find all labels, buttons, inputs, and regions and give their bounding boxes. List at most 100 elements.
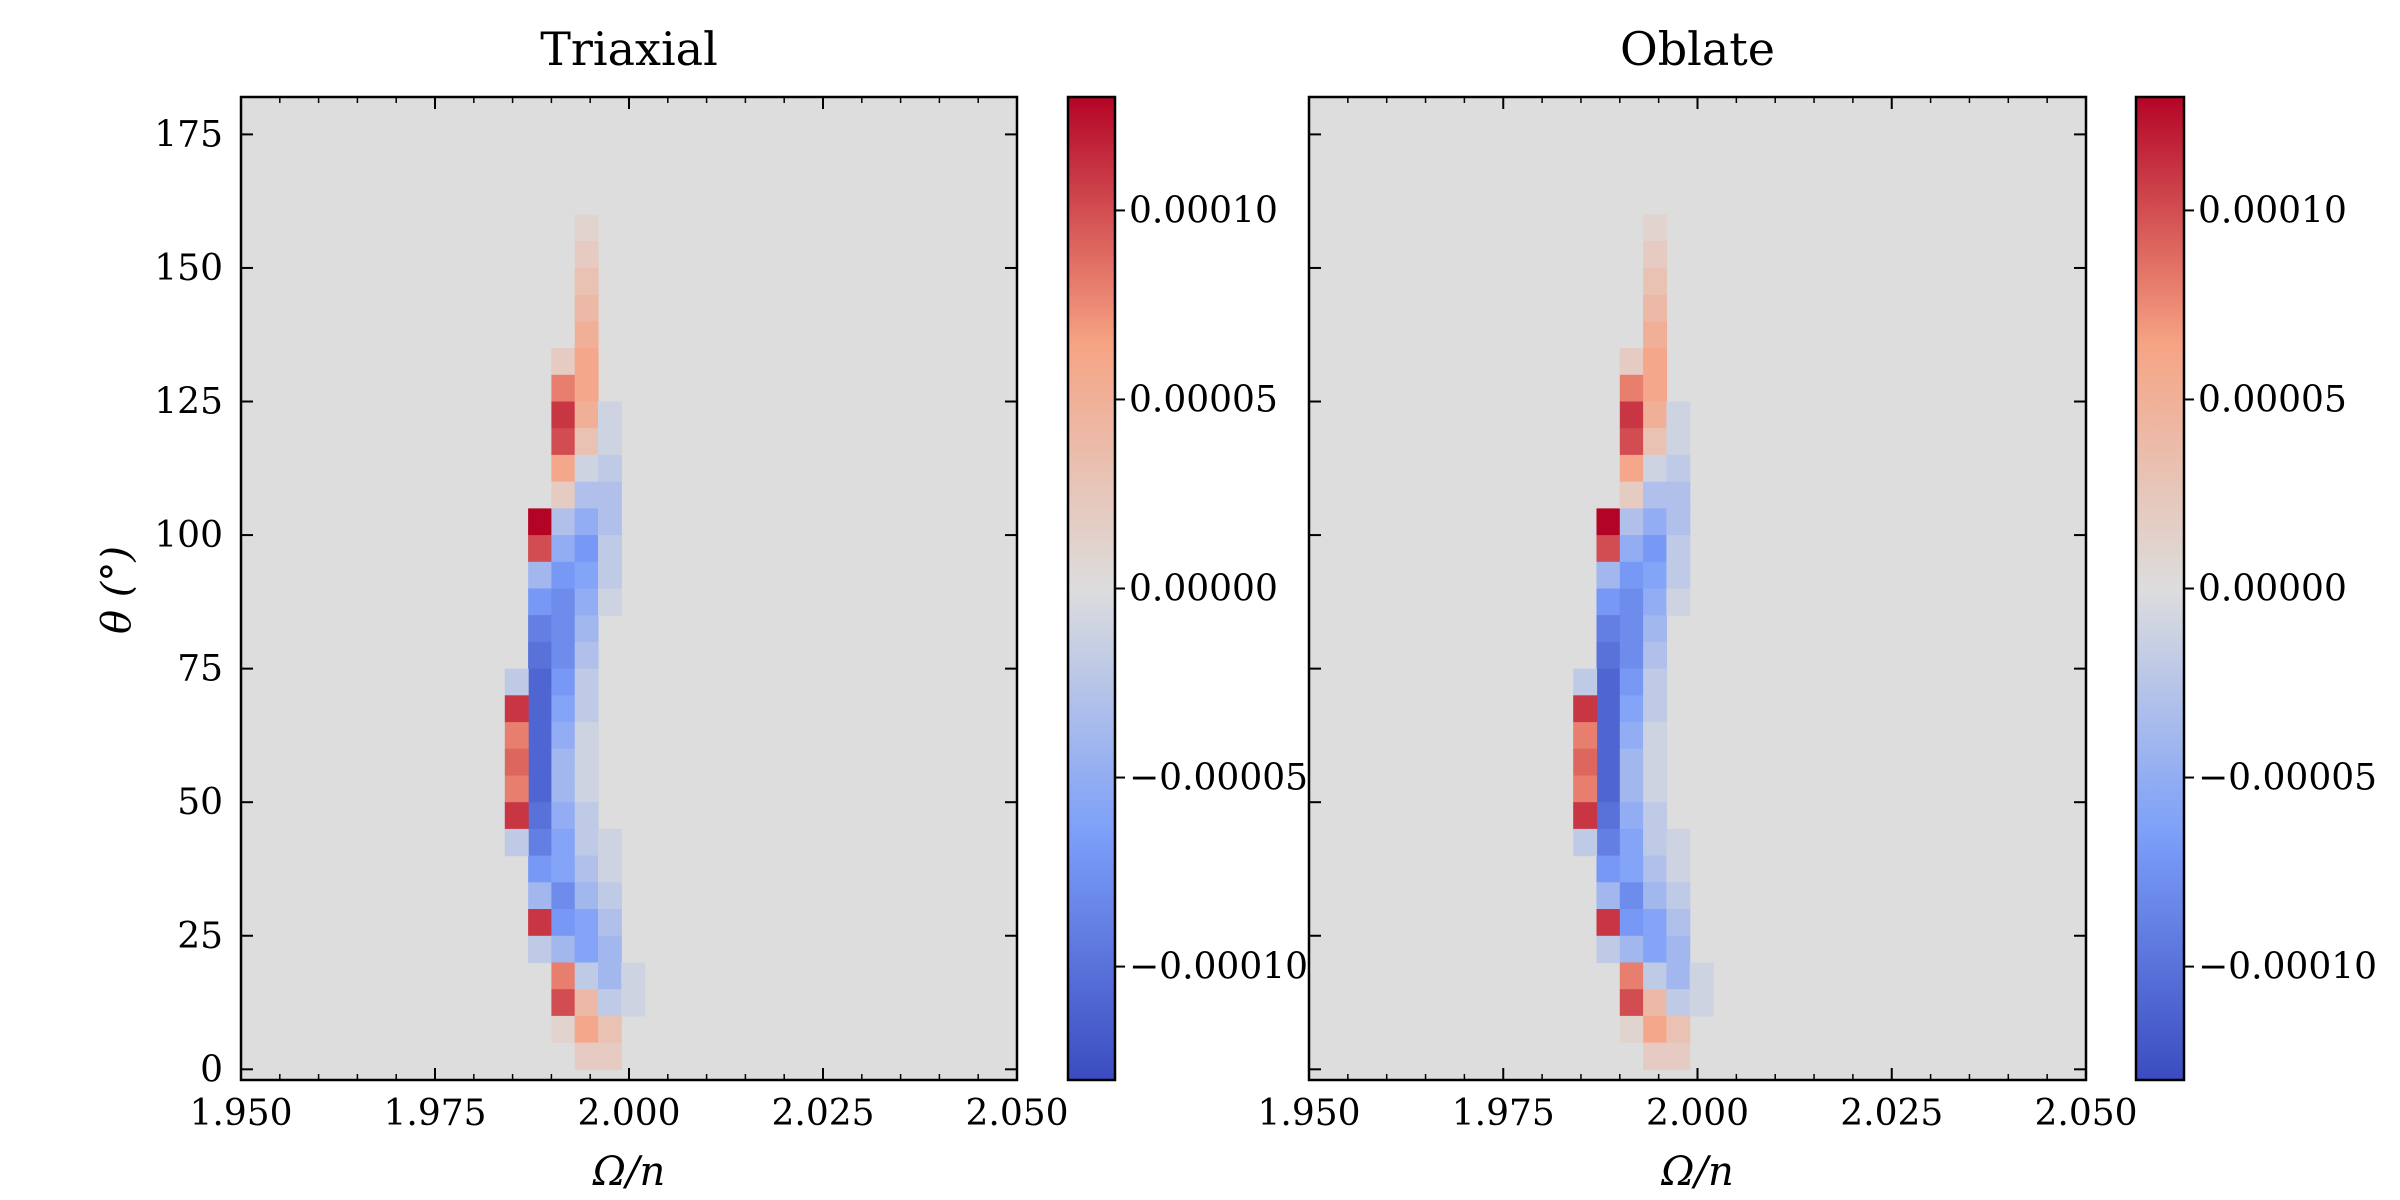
oblate-title: Oblate [1620,22,1775,76]
oblate-heatmap-cell [1619,748,1644,777]
triaxial-heatmap-cell [574,508,599,536]
triaxial-heatmap-cell [551,535,576,563]
oblate-heatmap-cell [1619,1015,1644,1044]
triaxial-heatmap-cell [574,214,599,242]
oblate-heatmap-cell [1666,535,1691,563]
triaxial-heatmap-cell [551,508,576,536]
oblate-heatmap-cell [1596,748,1621,777]
triaxial-heatmap-cell [574,374,599,403]
triaxial-heatmap-cell [528,909,552,937]
oblate-heatmap-cell [1619,615,1644,643]
triaxial-heatmap-cell [574,1015,599,1044]
oblate-heatmap-cell [1643,561,1667,590]
triaxial-heatmap-background [241,97,1017,1080]
triaxial-heatmap-cell [551,374,576,403]
oblate-heatmap-cell [1643,828,1667,857]
oblate-heatmap-cell [1619,909,1644,937]
oblate-x-tick-label: 2.025 [1840,1093,1943,1134]
oblate-heatmap-cell [1596,935,1621,964]
oblate-heatmap-cell [1573,695,1598,723]
oblate-heatmap-cell [1596,668,1621,696]
triaxial-heatmap-cell [551,855,576,883]
triaxial-colorbar-tick-label: 0.00010 [1129,190,1278,231]
oblate-heatmap-cell [1643,535,1667,563]
triaxial-heatmap-cell [551,428,576,456]
oblate-heatmap-cell [1643,909,1667,937]
oblate-heatmap-cell [1666,828,1691,857]
oblate-heatmap-cell [1619,668,1644,696]
oblate-heatmap-cell [1643,374,1667,403]
oblate-x-tick-label: 1.975 [1452,1093,1555,1134]
oblate-heatmap-cell [1596,615,1621,643]
triaxial-heatmap-cell [574,294,599,322]
triaxial-y-tick-label: 75 [177,649,223,690]
triaxial-colorbar [1066,95,1117,1082]
triaxial-heatmap-cell [598,428,622,456]
triaxial-heatmap-cell [504,775,529,803]
oblate-heatmap-cell [1643,748,1667,777]
oblate-heatmap-cell [1619,855,1644,883]
oblate-heatmap-cell [1666,1042,1691,1070]
oblate-panel: 1.950 1.975 2.000 2.025 2.050 Oblate Ω/n −0.000… [1257,22,2377,1195]
oblate-heatmap-cell [1643,268,1667,296]
triaxial-heatmap-cell [528,748,552,777]
triaxial-heatmap-cell [574,855,599,883]
oblate-heatmap-cell [1643,1015,1667,1044]
oblate-heatmap-cell [1643,641,1667,670]
triaxial-heatmap-cell [528,855,552,883]
triaxial-heatmap-cell [574,535,599,563]
oblate-heatmap-cell [1596,828,1621,857]
triaxial-heatmap-cell [574,962,599,990]
oblate-x-tick-label: 2.000 [1646,1093,1749,1134]
oblate-heatmap-cell [1643,428,1667,456]
triaxial-y-axis-label: θ (°) [94,546,140,634]
triaxial-heatmap-cell [574,668,599,696]
oblate-heatmap-cell [1643,855,1667,883]
oblate-heatmap-cell [1619,775,1644,803]
triaxial-x-tick-label: 1.975 [383,1093,486,1134]
oblate-heatmap-cell [1619,641,1644,670]
triaxial-heatmap-cell [621,989,646,1017]
oblate-heatmap-cell [1596,882,1621,910]
triaxial-heatmap-cell [551,935,576,964]
triaxial-heatmap-cell [574,428,599,456]
triaxial-colorbar-tick-label: −0.00010 [1129,947,1308,988]
triaxial-heatmap-cell [574,481,599,509]
oblate-heatmap-cell [1596,561,1621,590]
oblate-heatmap-cell [1619,802,1644,830]
triaxial-x-tick-label: 2.050 [965,1093,1068,1134]
triaxial-heatmap-cell [551,615,576,643]
oblate-heatmap-cell [1596,588,1621,616]
oblate-heatmap-cell [1619,722,1644,750]
triaxial-heatmap-cell [574,828,599,857]
triaxial-heatmap-cell [551,561,576,590]
triaxial-heatmap-cell [551,588,576,616]
oblate-heatmap-cell [1596,535,1621,563]
oblate-heatmap-cell [1643,668,1667,696]
oblate-heatmap-cell [1689,962,1714,990]
triaxial-heatmap-cell [574,641,599,670]
triaxial-heatmap-cell [528,588,552,616]
triaxial-heatmap-cell [528,641,552,670]
oblate-heatmap-cell [1596,855,1621,883]
triaxial-heatmap-cell [528,695,552,723]
oblate-heatmap-cell [1643,935,1667,964]
triaxial-heatmap-cell [574,882,599,910]
triaxial-heatmap-cell [528,802,552,830]
triaxial-heatmap-cell [528,508,552,536]
triaxial-heatmap-cell [598,855,622,883]
triaxial-heatmap-cell [528,882,552,910]
oblate-heatmap-cell [1619,374,1644,403]
triaxial-heatmap-cell [574,775,599,803]
oblate-colorbar [2134,95,2186,1082]
oblate-colorbar-tick-label: 0.00010 [2198,190,2347,231]
oblate-heatmap-cell [1596,641,1621,670]
triaxial-heatmap-cell [551,695,576,723]
triaxial-panel: 1.950 1.975 2.000 2.025 2.050 0 25 50 75 100 125 15… [94,22,1308,1195]
triaxial-heatmap-cell [574,1042,599,1070]
triaxial-heatmap-cell [574,268,599,296]
triaxial-y-tick-label: 25 [177,916,223,957]
oblate-heatmap-cell [1643,588,1667,616]
triaxial-heatmap-cell [574,615,599,643]
